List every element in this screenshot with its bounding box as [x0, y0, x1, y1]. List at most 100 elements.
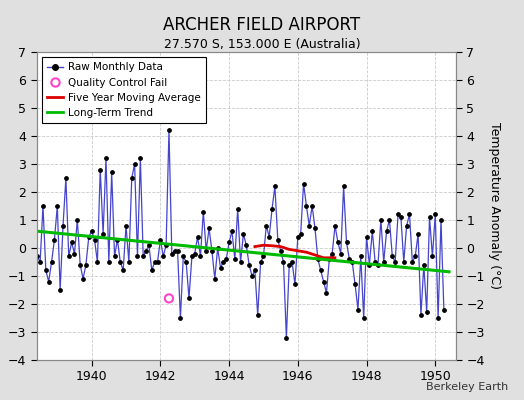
- Point: [96, 166, 104, 173]
- Point: [36, 259, 45, 265]
- Point: [27, 189, 36, 195]
- Point: [127, 175, 136, 181]
- Point: [205, 225, 213, 232]
- Point: [354, 306, 362, 313]
- Point: [122, 222, 130, 229]
- Text: 27.570 S, 153.000 E (Australia): 27.570 S, 153.000 E (Australia): [163, 38, 361, 51]
- Point: [363, 234, 371, 240]
- Point: [431, 211, 440, 218]
- Point: [116, 259, 125, 265]
- Point: [25, 259, 33, 265]
- Point: [113, 236, 122, 243]
- Text: Berkeley Earth: Berkeley Earth: [426, 382, 508, 392]
- Point: [225, 239, 233, 246]
- Point: [107, 169, 116, 176]
- Point: [211, 276, 219, 282]
- Point: [371, 259, 379, 265]
- Point: [119, 267, 127, 274]
- Point: [365, 262, 374, 268]
- Point: [437, 217, 445, 223]
- Point: [142, 248, 150, 254]
- Point: [297, 231, 305, 237]
- Point: [162, 242, 170, 248]
- Point: [50, 236, 59, 243]
- Point: [282, 334, 291, 341]
- Point: [379, 259, 388, 265]
- Point: [145, 242, 153, 248]
- Point: [196, 253, 205, 260]
- Point: [308, 203, 316, 209]
- Point: [420, 262, 428, 268]
- Point: [388, 253, 397, 260]
- Point: [136, 155, 145, 162]
- Point: [193, 234, 202, 240]
- Point: [259, 253, 268, 260]
- Point: [47, 259, 56, 265]
- Point: [111, 253, 119, 260]
- Point: [88, 228, 96, 234]
- Point: [254, 312, 262, 318]
- Point: [125, 259, 133, 265]
- Point: [148, 267, 156, 274]
- Point: [248, 273, 256, 279]
- Point: [231, 256, 239, 262]
- Point: [21, 231, 30, 237]
- Point: [428, 253, 436, 260]
- Point: [222, 256, 231, 262]
- Point: [311, 225, 319, 232]
- Point: [377, 217, 385, 223]
- Point: [182, 259, 190, 265]
- Point: [299, 180, 308, 187]
- Point: [268, 206, 276, 212]
- Point: [242, 242, 250, 248]
- Point: [400, 259, 408, 265]
- Point: [291, 281, 299, 288]
- Point: [90, 236, 99, 243]
- Point: [250, 267, 259, 274]
- Point: [305, 222, 313, 229]
- Point: [320, 278, 328, 285]
- Point: [176, 315, 184, 321]
- Point: [417, 312, 425, 318]
- Point: [168, 250, 176, 257]
- Point: [33, 253, 41, 260]
- Point: [45, 278, 53, 285]
- Point: [440, 306, 448, 313]
- Point: [188, 253, 196, 260]
- Point: [302, 203, 311, 209]
- Point: [425, 214, 434, 220]
- Point: [385, 217, 394, 223]
- Point: [293, 234, 302, 240]
- Point: [374, 262, 382, 268]
- Point: [154, 259, 162, 265]
- Point: [239, 231, 248, 237]
- Point: [216, 264, 225, 271]
- Point: [53, 203, 61, 209]
- Point: [336, 250, 345, 257]
- Point: [159, 253, 168, 260]
- Point: [325, 256, 333, 262]
- Point: [99, 231, 107, 237]
- Point: [322, 290, 331, 296]
- Point: [84, 234, 93, 240]
- Point: [236, 259, 245, 265]
- Y-axis label: Temperature Anomaly (°C): Temperature Anomaly (°C): [488, 122, 501, 290]
- Point: [351, 281, 359, 288]
- Point: [342, 239, 351, 246]
- Point: [156, 236, 165, 243]
- Point: [316, 267, 325, 274]
- Point: [348, 259, 356, 265]
- Point: [79, 276, 88, 282]
- Point: [170, 248, 179, 254]
- Point: [262, 222, 270, 229]
- Point: [82, 262, 90, 268]
- Point: [394, 211, 402, 218]
- Point: [397, 214, 405, 220]
- Point: [102, 155, 110, 162]
- Point: [64, 253, 73, 260]
- Point: [30, 152, 39, 159]
- Point: [150, 259, 159, 265]
- Point: [271, 183, 279, 190]
- Point: [202, 248, 210, 254]
- Point: [68, 239, 76, 246]
